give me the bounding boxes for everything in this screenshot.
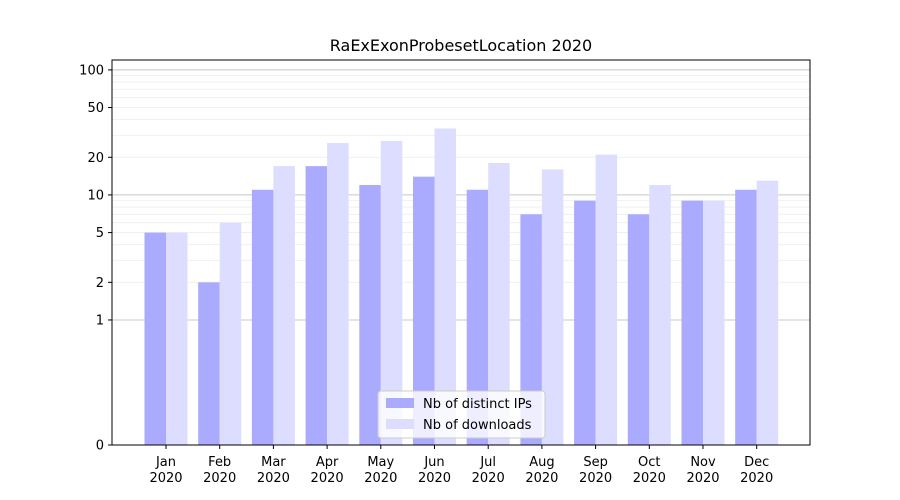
legend-box [377, 390, 546, 439]
bar-distinct-ips-8 [520, 214, 542, 445]
legend: Nb of distinct IPs Nb of downloads [377, 390, 546, 439]
x-tick-label: Jul 2020 [472, 455, 505, 486]
bars [144, 128, 779, 446]
x-tick-label: Aug 2020 [525, 455, 558, 486]
x-tick-label: Oct 2020 [633, 455, 666, 486]
plot-frame [111, 59, 811, 446]
bar-distinct-ips-9 [574, 200, 596, 445]
x-tick-label: Nov 2020 [686, 455, 719, 486]
x-tick-label: Jun 2020 [418, 455, 451, 486]
bar-distinct-ips-10 [627, 214, 650, 445]
bar-distinct-ips-12 [735, 189, 757, 445]
bar-downloads-2 [219, 222, 242, 445]
bar-downloads-4 [327, 143, 349, 445]
bar-downloads-12 [756, 180, 779, 445]
bar-distinct-ips-2 [198, 282, 220, 445]
y-axis: 0 1 2 5 10 20 50 100 [79, 63, 112, 454]
y-tick-label: 20 [87, 151, 104, 166]
chart-title: RaExExonProbesetLocation 2020 [330, 36, 592, 55]
x-tick-label: Apr 2020 [311, 455, 344, 486]
x-tick-label: Feb 2020 [203, 455, 236, 486]
bar-downloads-9 [595, 154, 618, 446]
bar-downloads-8 [541, 169, 564, 445]
y-tick-label: 1 [96, 313, 104, 328]
bar-downloads-10 [649, 185, 671, 445]
bar-downloads-1 [166, 232, 188, 445]
y-tick-label: 0 [96, 439, 104, 454]
y-tick-label: 5 [96, 226, 104, 241]
x-tick-label: Mar 2020 [257, 455, 290, 486]
y-tick-label: 100 [79, 63, 104, 78]
bar-downloads-6 [434, 128, 456, 445]
y-tick-label: 10 [87, 188, 104, 203]
bar-distinct-ips-11 [681, 200, 703, 445]
bar-distinct-ips-1 [144, 232, 166, 445]
y-tick-label: 2 [96, 276, 104, 291]
bar-downloads-3 [273, 166, 295, 445]
x-tick-label: Sep 2020 [579, 455, 612, 486]
legend-swatch [386, 419, 414, 429]
bar-distinct-ips-3 [251, 189, 274, 445]
bar-distinct-ips-5 [359, 185, 381, 445]
bar-distinct-ips-6 [413, 176, 435, 445]
legend-label: Nb of downloads [423, 418, 532, 433]
legend-swatch [386, 398, 414, 408]
grid [112, 69, 810, 321]
x-tick-label: May 2020 [364, 455, 397, 486]
bar-downloads-7 [488, 163, 510, 445]
bar-distinct-ips-7 [466, 189, 489, 445]
y-tick-label: 50 [87, 101, 104, 116]
x-axis: Jan 2020 Feb 2020 Mar 2020 Apr 2020 May 2020 Jun 20… [149, 445, 773, 486]
bar-distinct-ips-4 [305, 166, 328, 445]
x-tick-label: Jan 2020 [149, 455, 182, 486]
bar-downloads-5 [380, 140, 403, 445]
bar-downloads-11 [703, 200, 725, 445]
legend-label: Nb of distinct IPs [423, 397, 532, 412]
x-tick-label: Dec 2020 [740, 455, 773, 486]
